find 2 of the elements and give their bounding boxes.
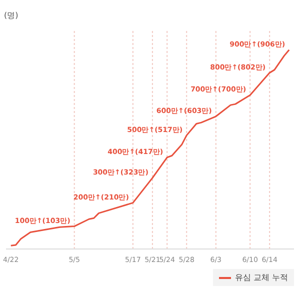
legend-label: 유심 교체 누적 (234, 272, 288, 283)
y-axis-title: (명) (4, 10, 18, 21)
